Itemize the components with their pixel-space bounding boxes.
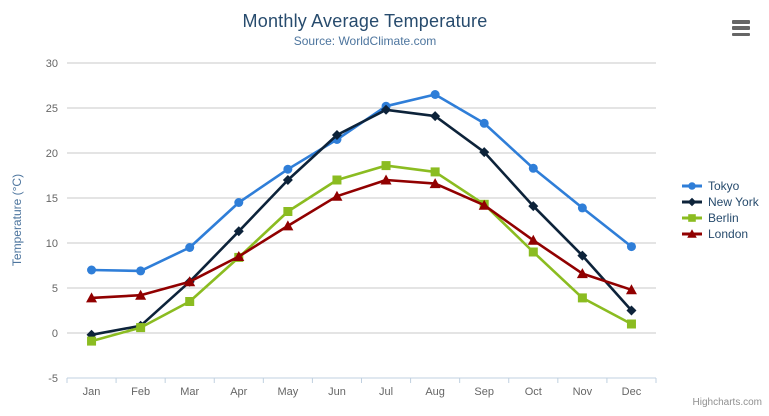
legend-marker[interactable] (687, 229, 697, 238)
x-axis-label: May (277, 386, 298, 398)
legend-item-new-york[interactable]: New York (681, 194, 759, 210)
data-point[interactable] (233, 226, 244, 237)
diamond-marker-icon (682, 197, 702, 207)
x-axis-label: Mar (180, 386, 199, 398)
legend-label: Berlin (708, 211, 739, 225)
series-line[interactable] (90, 164, 633, 343)
legend-item-london[interactable]: London (681, 226, 759, 242)
x-axis-label: Jun (328, 386, 346, 398)
data-point[interactable] (283, 164, 293, 174)
x-axis-label: Jul (379, 386, 393, 398)
data-point[interactable] (577, 293, 587, 303)
x-axis-label: Nov (573, 386, 593, 398)
hamburger-icon (732, 26, 750, 30)
data-point[interactable] (430, 90, 440, 99)
series-tokyo (87, 90, 636, 276)
gridlines (67, 62, 656, 379)
data-point[interactable] (283, 207, 293, 216)
y-axis-label: 5 (52, 283, 58, 295)
data-point[interactable] (331, 130, 342, 140)
chart-subtitle: Source: WorldClimate.com (293, 34, 437, 48)
square-marker-icon (682, 214, 702, 222)
data-point[interactable] (478, 199, 490, 210)
series-line[interactable] (90, 178, 633, 300)
legend-marker[interactable] (688, 214, 696, 222)
axes: -5 0 5 10 15 20 25 30 Jan Feb Mar Apr May Jun Jul Aug Se… (46, 58, 657, 398)
data-point[interactable] (185, 243, 195, 252)
legend-label: Tokyo (708, 179, 740, 193)
data-point[interactable] (527, 234, 539, 245)
data-point[interactable] (86, 292, 98, 303)
data-point[interactable] (626, 319, 636, 329)
data-point[interactable] (479, 147, 490, 158)
y-axis-label: 25 (46, 103, 58, 115)
data-point[interactable] (234, 198, 244, 207)
context-menu-button[interactable] (732, 20, 752, 36)
series-new-york (86, 104, 637, 340)
x-axis-label: Sep (474, 386, 494, 398)
data-point[interactable] (626, 242, 636, 252)
x-axis-label: Apr (230, 386, 247, 398)
data-point[interactable] (381, 161, 391, 171)
y-axis-label: 30 (46, 58, 58, 70)
y-axis-label: 10 (46, 238, 58, 250)
data-point[interactable] (479, 118, 489, 128)
data-point[interactable] (380, 174, 392, 185)
x-axis-label: Dec (622, 386, 642, 398)
data-point[interactable] (136, 266, 146, 276)
legend-label: London (708, 227, 749, 241)
data-point[interactable] (184, 276, 196, 287)
circle-marker-icon (682, 182, 702, 190)
legend: Tokyo New York Berlin London (681, 178, 759, 242)
legend-label: New York (708, 195, 759, 209)
data-point[interactable] (87, 265, 97, 275)
data-point[interactable] (430, 167, 440, 177)
data-point[interactable] (332, 175, 342, 185)
series-lines (86, 90, 637, 346)
series-line[interactable] (90, 108, 633, 337)
chart-title: Monthly Average Temperature (242, 11, 488, 31)
x-axis-label: Jan (83, 386, 101, 398)
data-point[interactable] (331, 190, 343, 201)
data-point[interactable] (576, 268, 588, 279)
triangle-marker-icon (682, 229, 702, 238)
data-point[interactable] (282, 175, 293, 185)
data-point[interactable] (87, 336, 97, 346)
x-axis-label: Oct (525, 386, 542, 398)
data-point[interactable] (625, 284, 637, 295)
legend-item-berlin[interactable]: Berlin (681, 210, 759, 226)
y-axis-label: -5 (48, 373, 58, 385)
data-point[interactable] (528, 247, 538, 257)
data-point[interactable] (185, 297, 195, 306)
series-london (86, 174, 637, 303)
y-axis-title: Temperature (°C) (10, 174, 24, 266)
hamburger-icon (732, 20, 750, 24)
x-axis-label: Feb (131, 386, 150, 398)
data-point[interactable] (528, 163, 538, 173)
data-point[interactable] (577, 250, 588, 261)
legend-marker[interactable] (687, 197, 697, 207)
y-axis-label: 20 (46, 148, 58, 160)
data-point[interactable] (233, 251, 245, 261)
legend-marker[interactable] (688, 182, 696, 190)
credits-link[interactable]: Highcharts.com (692, 397, 762, 408)
data-point[interactable] (136, 323, 146, 333)
data-point[interactable] (528, 201, 539, 212)
x-axis-label: Aug (425, 386, 445, 398)
data-point[interactable] (626, 305, 637, 316)
hamburger-icon (732, 32, 750, 36)
data-point[interactable] (430, 111, 441, 122)
data-point[interactable] (135, 289, 147, 300)
legend-item-tokyo[interactable]: Tokyo (681, 178, 759, 194)
data-point[interactable] (577, 203, 587, 213)
data-point[interactable] (429, 178, 441, 189)
data-point[interactable] (282, 220, 294, 231)
y-axis-label: 0 (52, 328, 58, 340)
y-axis-label: 15 (46, 193, 58, 205)
data-point[interactable] (381, 104, 392, 115)
